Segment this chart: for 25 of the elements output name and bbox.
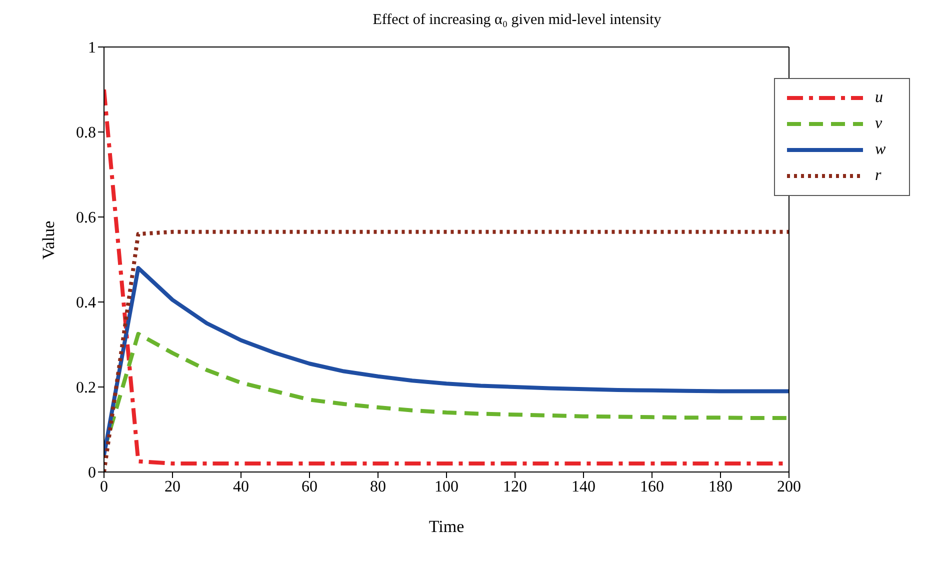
y-tick-label: 1 xyxy=(88,40,96,57)
x-tick-label: 20 xyxy=(164,478,180,496)
x-tick-label: 0 xyxy=(100,478,108,496)
x-tick-label: 140 xyxy=(572,478,596,496)
y-tick-label: 0.6 xyxy=(76,210,96,227)
x-axis-title: Time xyxy=(428,517,464,536)
x-tick-label: 60 xyxy=(302,478,318,496)
y-tick-label: 0.4 xyxy=(76,294,96,312)
y-tick-label: 0.2 xyxy=(76,380,96,397)
legend-label: v xyxy=(875,115,884,133)
x-tick-label: 120 xyxy=(503,478,527,496)
line-series xyxy=(104,266,789,457)
x-tick-label: 160 xyxy=(640,478,664,496)
y-tick-label: 0.8 xyxy=(76,124,96,142)
legend-label: r xyxy=(875,167,882,185)
legend-label: u xyxy=(875,89,884,107)
x-tick-label: 80 xyxy=(370,478,386,496)
x-tick-label: 40 xyxy=(233,478,249,496)
y-tick-label: 0 xyxy=(88,464,96,482)
x-tick-label: 100 xyxy=(434,478,458,496)
legend-label: w xyxy=(875,141,887,159)
x-tick-label: 200 xyxy=(777,478,801,496)
chart-title: Effect of increasing α₀ given mid-level intensity xyxy=(372,12,662,29)
y-axis-title: Value xyxy=(39,220,58,260)
x-tick-label: 180 xyxy=(708,478,732,496)
